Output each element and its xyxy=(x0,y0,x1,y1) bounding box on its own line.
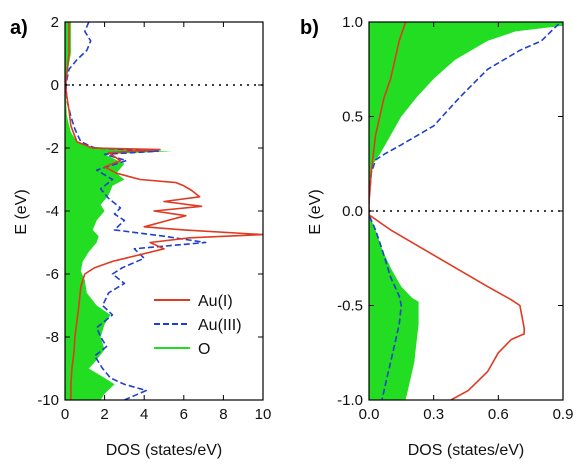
panel-b-y-tick-label: -1.0 xyxy=(337,392,363,409)
panel-b-chart: b) 1.00.50.0-0.5-1.00.0 0.3 0.6 0.9 E (eV) … xyxy=(300,14,573,459)
panel-a-x-tick-label: 2 xyxy=(100,406,108,423)
panel-b-x-axis-title: DOS (states/eV) xyxy=(408,442,524,459)
panel-b-label: b) xyxy=(300,17,319,39)
legend-label-au-i: Au(I) xyxy=(198,293,233,310)
panel-a-chart: a) 20-2-4-6-8-100 2 4 6 8 10 E (eV) DOS (stat… xyxy=(10,14,271,459)
panel-b-series-o-fill-0 xyxy=(369,22,563,211)
panel-b-x-tick-label: 0.6 xyxy=(488,406,509,423)
legend-label-au-iii: Au(III) xyxy=(198,317,242,334)
panel-b-y-axis-title: E (eV) xyxy=(307,189,324,234)
legend-label-o: O xyxy=(198,341,210,358)
panel-a-x-tick-label: 6 xyxy=(180,406,188,423)
panel-a-y-tick-label: -2 xyxy=(46,140,59,157)
panel-a-y-tick-label: -10 xyxy=(37,392,59,409)
panel-a-x-tick-label: 4 xyxy=(140,406,148,423)
panel-a-label: a) xyxy=(10,17,28,39)
panel-b-x-tick-label: 0.0 xyxy=(359,406,380,423)
panel-a-axes: 20-2-4-6-8-100 2 4 6 8 10 xyxy=(37,14,271,423)
panel-a-legend: Au(I) Au(III) O xyxy=(154,293,242,358)
panel-b-axes: 1.00.50.0-0.5-1.00.0 0.3 0.6 0.9 xyxy=(337,14,573,423)
panel-a-y-tick-label: 0 xyxy=(51,77,59,94)
panel-a-x-tick-label: 8 xyxy=(219,406,227,423)
panel-b-y-tick-label: 0.0 xyxy=(342,203,363,220)
panel-a-series-o-fill-0 xyxy=(65,22,172,400)
panel-a-y-tick-label: -8 xyxy=(46,329,59,346)
panel-b-y-tick-label: 0.5 xyxy=(342,109,363,126)
panel-a-x-tick-label: 0 xyxy=(61,406,69,423)
panel-b-plot-area xyxy=(369,22,563,400)
panel-b-series-o-fill-1 xyxy=(369,214,419,400)
panel-a-plot-area xyxy=(65,22,263,400)
panel-a-y-tick-label: -6 xyxy=(46,266,59,283)
panel-b-series-au-i-line xyxy=(369,22,525,400)
panel-a-x-axis-title: DOS (states/eV) xyxy=(106,442,222,459)
panel-a-series-au-i-line xyxy=(65,22,263,400)
panel-b-y-tick-label: 1.0 xyxy=(342,14,363,31)
panel-b-y-tick-label: -0.5 xyxy=(337,298,363,315)
panel-a-x-tick-label: 10 xyxy=(255,406,272,423)
panel-b-x-tick-label: 0.9 xyxy=(553,406,574,423)
panel-a-y-tick-label: -4 xyxy=(46,203,59,220)
panel-a-y-tick-label: 2 xyxy=(51,14,59,31)
panel-b-x-tick-label: 0.3 xyxy=(423,406,444,423)
panel-a-y-axis-title: E (eV) xyxy=(13,189,30,234)
